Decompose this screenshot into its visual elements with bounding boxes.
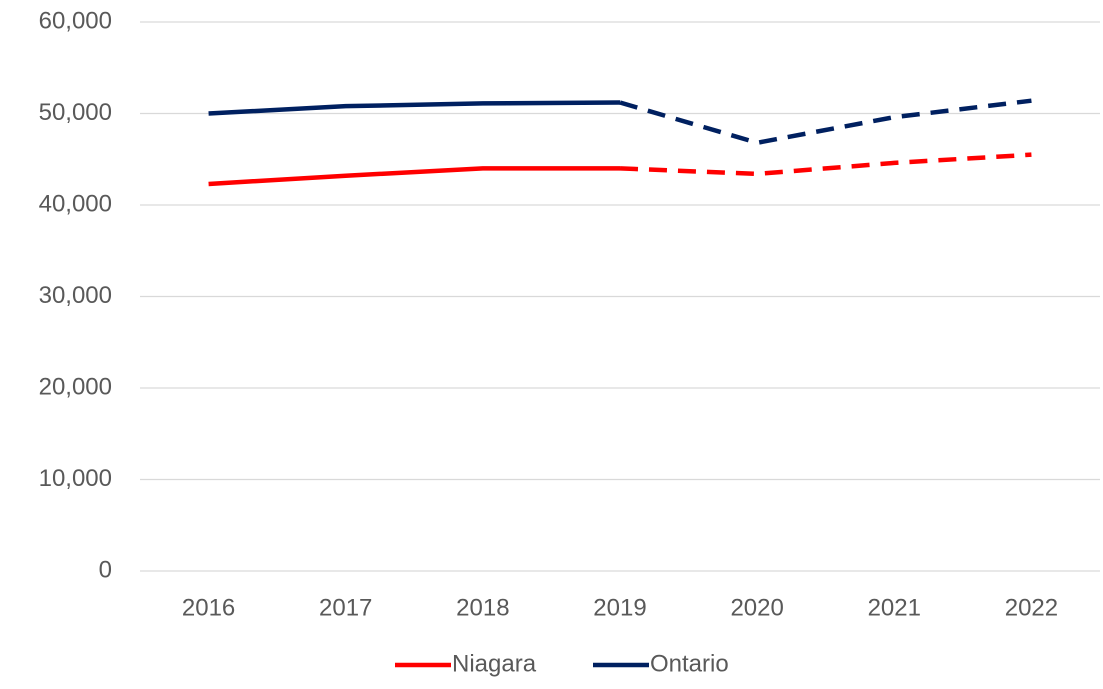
legend-label: Niagara [452, 650, 537, 677]
y-tick-label: 60,000 [39, 7, 112, 34]
x-tick-label: 2018 [456, 594, 509, 621]
x-tick-label: 2021 [868, 594, 921, 621]
y-tick-label: 40,000 [39, 190, 112, 217]
x-tick-label: 2017 [319, 594, 372, 621]
y-tick-label: 20,000 [39, 373, 112, 400]
y-tick-label: 30,000 [39, 282, 112, 309]
line [208, 100, 621, 116]
x-tick-label: 2016 [182, 594, 235, 621]
line [208, 166, 620, 187]
x-tick-label: 2020 [730, 594, 783, 621]
line-projected [619, 152, 1032, 177]
y-tick-label: 10,000 [39, 465, 112, 492]
y-tick-label: 0 [99, 556, 112, 583]
y-tick-label: 50,000 [39, 99, 112, 126]
legend-label: Ontario [650, 650, 729, 677]
x-tick-label: 2022 [1005, 594, 1058, 621]
x-tick-label: 2019 [593, 594, 646, 621]
line-projected [619, 98, 1032, 146]
